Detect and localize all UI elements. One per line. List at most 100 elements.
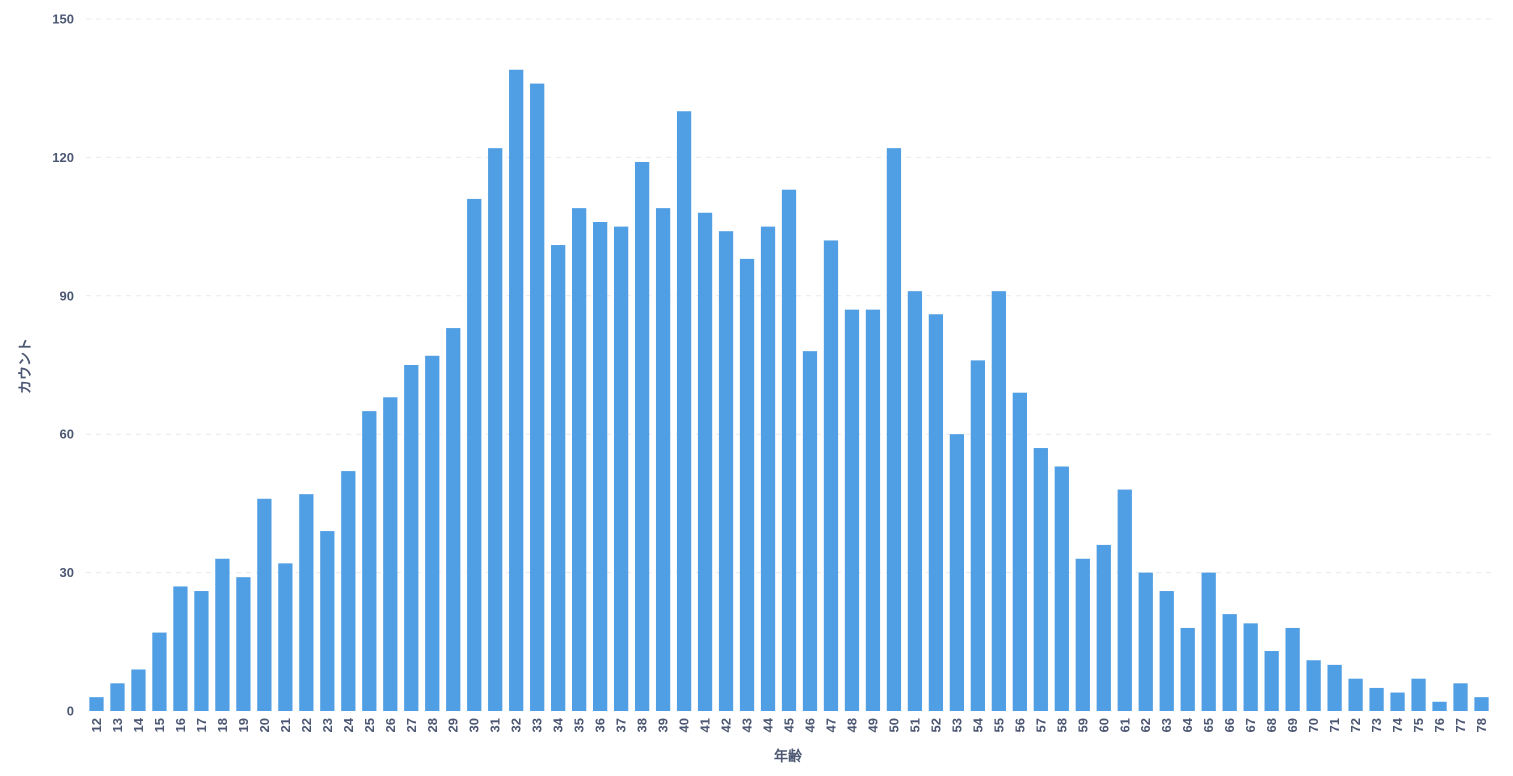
bar-58[interactable] [1054, 466, 1069, 711]
x-tick-label: 34 [551, 717, 566, 732]
bar-31[interactable] [488, 148, 503, 711]
bar-69[interactable] [1285, 627, 1300, 711]
bar-17[interactable] [194, 591, 209, 711]
bar-67[interactable] [1243, 623, 1258, 711]
bar-22[interactable] [299, 494, 314, 711]
bar-50[interactable] [886, 148, 902, 711]
bar-57[interactable] [1033, 448, 1048, 711]
x-tick-label: 71 [1327, 718, 1342, 732]
bar-14[interactable] [131, 669, 146, 711]
bar-36[interactable] [592, 221, 608, 711]
bar-63[interactable] [1159, 591, 1174, 711]
bar-47[interactable] [823, 240, 839, 711]
bar-40[interactable] [676, 111, 692, 712]
bar-16[interactable] [173, 586, 188, 711]
bar-29[interactable] [446, 328, 461, 711]
bar-59[interactable] [1075, 558, 1090, 711]
x-tick-label: 49 [865, 718, 880, 732]
bar-21[interactable] [278, 563, 293, 711]
x-axis-title: 年齢 [774, 748, 803, 764]
x-tick-label: 33 [530, 718, 545, 732]
bar-64[interactable] [1180, 627, 1195, 711]
bar-34[interactable] [551, 245, 566, 711]
bar-25[interactable] [362, 411, 377, 711]
bar-12[interactable] [89, 697, 104, 711]
bar-65[interactable] [1201, 572, 1216, 711]
x-tick-label: 17 [194, 718, 209, 732]
x-tick-label: 46 [802, 718, 817, 732]
bar-62[interactable] [1138, 572, 1153, 711]
x-tick-label: 68 [1264, 718, 1279, 732]
x-tick-label: 58 [1054, 718, 1069, 732]
bar-38[interactable] [634, 162, 650, 712]
x-tick-label: 35 [572, 718, 587, 732]
x-tick-label: 23 [320, 718, 335, 732]
x-tick-label: 66 [1222, 718, 1237, 732]
bar-45[interactable] [781, 189, 797, 711]
bar-43[interactable] [739, 258, 755, 711]
bar-46[interactable] [802, 351, 818, 711]
x-tick-label: 32 [509, 718, 524, 732]
bar-53[interactable] [949, 434, 965, 711]
bar-73[interactable] [1369, 687, 1384, 711]
x-tick-label: 36 [593, 718, 608, 732]
bar-24[interactable] [341, 471, 356, 711]
x-tick-label: 39 [656, 718, 671, 732]
x-tick-label: 21 [278, 718, 293, 732]
bar-76[interactable] [1432, 701, 1447, 711]
bar-39[interactable] [655, 208, 671, 711]
x-tick-label: 13 [110, 718, 125, 732]
bar-60[interactable] [1096, 544, 1111, 711]
x-tick-label: 61 [1117, 718, 1132, 732]
x-tick-label: 25 [362, 718, 377, 732]
bar-42[interactable] [718, 231, 734, 712]
x-tick-label: 57 [1033, 718, 1048, 732]
bar-55[interactable] [991, 291, 1006, 711]
bar-54[interactable] [970, 360, 986, 711]
bar-30[interactable] [467, 198, 482, 712]
x-tick-label: 70 [1306, 718, 1321, 732]
x-tick-label: 77 [1453, 718, 1468, 732]
bar-15[interactable] [152, 632, 167, 711]
bar-35[interactable] [572, 208, 587, 711]
bar-20[interactable] [257, 498, 272, 711]
bar-28[interactable] [425, 355, 440, 711]
bar-27[interactable] [404, 365, 419, 711]
bar-41[interactable] [697, 212, 713, 711]
bar-61[interactable] [1117, 489, 1132, 711]
bar-49[interactable] [865, 309, 881, 711]
x-tick-label: 51 [907, 718, 922, 732]
bar-26[interactable] [383, 397, 398, 711]
x-tick-label: 67 [1243, 718, 1258, 732]
y-tick-label: 150 [52, 12, 74, 27]
bar-33[interactable] [530, 83, 545, 711]
bar-71[interactable] [1327, 664, 1342, 711]
bar-75[interactable] [1411, 678, 1426, 711]
bar-77[interactable] [1453, 683, 1468, 711]
x-tick-label: 14 [131, 717, 146, 732]
x-tick-label: 30 [467, 718, 482, 732]
bar-66[interactable] [1222, 614, 1237, 711]
bar-78[interactable] [1474, 697, 1489, 711]
bar-13[interactable] [110, 683, 125, 711]
bar-32[interactable] [509, 69, 524, 712]
bar-48[interactable] [844, 309, 860, 711]
bar-52[interactable] [928, 314, 944, 711]
bar-70[interactable] [1306, 660, 1321, 711]
x-tick-label: 27 [404, 718, 419, 732]
bar-18[interactable] [215, 558, 230, 711]
bars [89, 69, 1489, 712]
bar-19[interactable] [236, 577, 251, 711]
bar-56[interactable] [1012, 392, 1027, 711]
bar-37[interactable] [613, 226, 629, 711]
bar-23[interactable] [320, 531, 335, 711]
bar-68[interactable] [1264, 651, 1279, 711]
x-tick-label: 60 [1096, 718, 1111, 732]
bar-74[interactable] [1390, 692, 1405, 711]
y-tick-label: 60 [60, 427, 74, 442]
y-axis-ticks: 0 30 60 90 120 150 [52, 12, 74, 719]
bar-72[interactable] [1348, 678, 1363, 711]
bar-51[interactable] [907, 291, 923, 711]
bar-44[interactable] [760, 226, 776, 711]
